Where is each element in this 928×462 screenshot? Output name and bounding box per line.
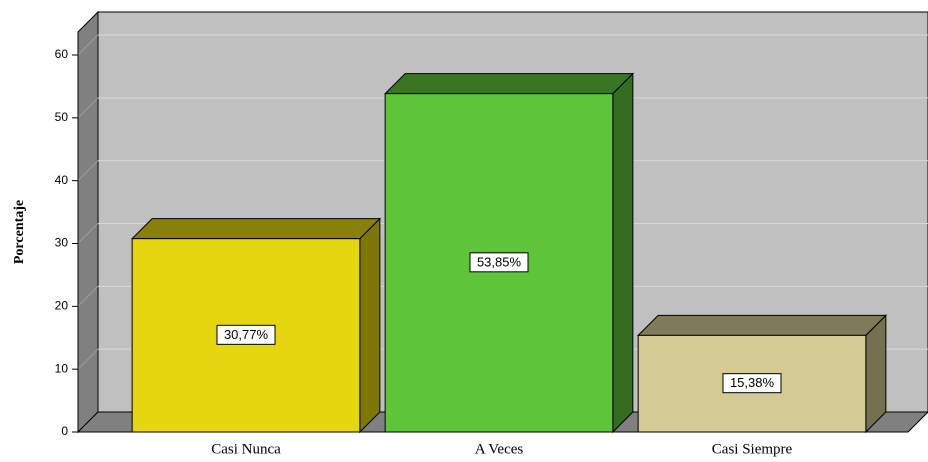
y-tick-label: 50: [55, 110, 69, 124]
y-tick-label: 10: [55, 361, 69, 375]
value-label: 30,77%: [224, 327, 269, 342]
value-label-box: [469, 252, 529, 273]
grid-line: [77, 160, 99, 182]
y-tick-label: 30: [55, 236, 69, 250]
value-label: 15,38%: [730, 375, 775, 390]
x-tick-label: Casi Nunca: [211, 441, 281, 457]
bar-top: [383, 73, 635, 95]
y-axis-label: Porcentaje: [12, 200, 27, 264]
y-tick-label: 20: [55, 299, 69, 313]
grid-line: [77, 285, 99, 307]
grid-line: [77, 97, 99, 119]
value-label-box: [216, 324, 276, 345]
y-tick-label: 40: [55, 173, 69, 187]
grid-line: [77, 348, 99, 370]
bar-top: [130, 218, 382, 240]
bar-side: [359, 217, 381, 434]
x-tick-label: A Veces: [475, 441, 524, 457]
x-tick-label: Casi Siempre: [712, 441, 793, 457]
grid-line: [77, 34, 99, 56]
y-tick-label: 60: [55, 47, 69, 61]
left-wall: [77, 10, 99, 434]
value-label-box: [722, 373, 782, 394]
value-label: 53,85%: [477, 254, 522, 269]
bar-side: [612, 72, 634, 434]
y-tick-label: 0: [61, 424, 68, 438]
bar-top: [636, 314, 888, 336]
grid-line: [77, 223, 99, 244]
